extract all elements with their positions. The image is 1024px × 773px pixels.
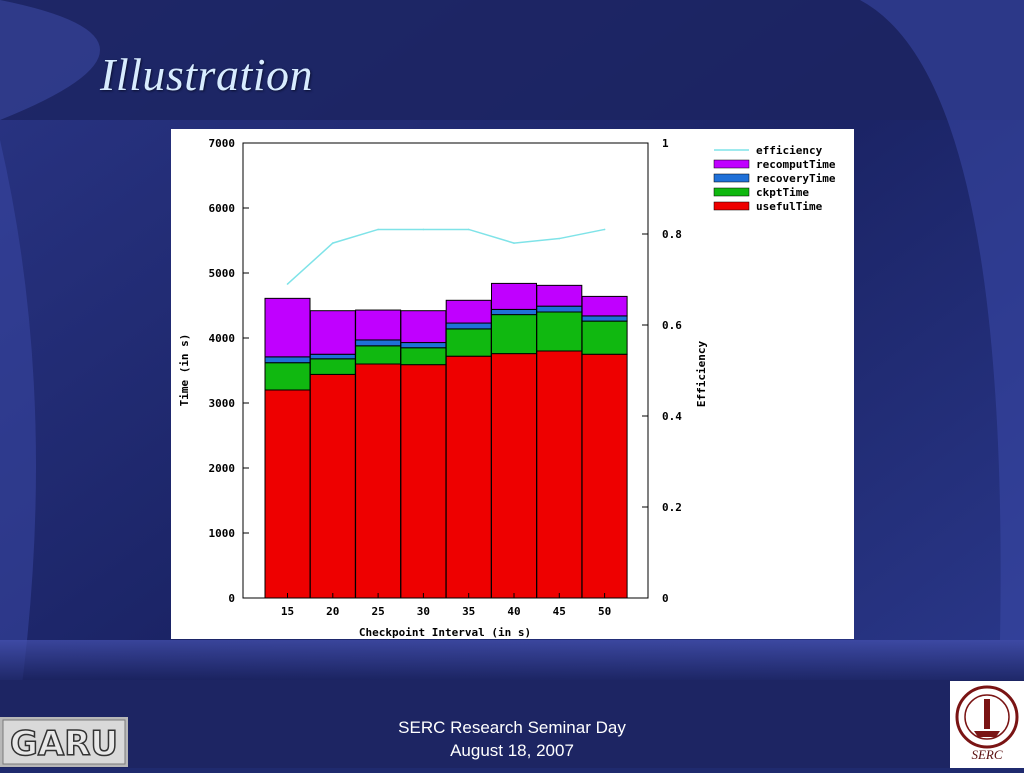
bar-ckptTime bbox=[581, 320, 628, 355]
y-tick-label: 3000 bbox=[209, 397, 236, 410]
footer: SERC Research Seminar Day August 18, 200… bbox=[312, 716, 712, 762]
x-tick-label: 40 bbox=[507, 605, 520, 618]
gari-logo-text: GARU bbox=[10, 724, 118, 764]
y2-tick-label: 0.4 bbox=[662, 410, 682, 423]
x-axis: 15 20 25 30 35 40 45 50 bbox=[281, 593, 611, 618]
y2-tick-label: 1 bbox=[662, 137, 669, 150]
y-tick-label: 7000 bbox=[209, 137, 236, 150]
x-tick-label: 45 bbox=[553, 605, 566, 618]
bar-ckptTime bbox=[400, 347, 447, 366]
efficiency-point bbox=[422, 228, 425, 231]
bar-recoveryTime bbox=[355, 339, 402, 347]
legend-swatch-recoveryTime bbox=[713, 173, 750, 183]
bar-recomputTime bbox=[536, 284, 583, 307]
bar-recoveryTime bbox=[309, 353, 356, 360]
stacked-bar-chart: 0 1000 2000 3000 4000 5000 6000 7000 0 0.2 0.4 0.6… bbox=[178, 137, 836, 639]
efficiency-point bbox=[603, 228, 606, 231]
x-tick-label: 15 bbox=[281, 605, 294, 618]
bar-recoveryTime bbox=[445, 322, 492, 330]
serc-logo: SERC bbox=[950, 681, 1024, 768]
bar-ckptTime bbox=[536, 311, 583, 352]
bars-group bbox=[264, 282, 628, 599]
legend-swatch-usefulTime bbox=[713, 201, 750, 211]
bar-usefulTime bbox=[355, 363, 402, 599]
y2-tick-label: 0.8 bbox=[662, 228, 682, 241]
bar-usefulTime bbox=[309, 373, 356, 599]
y-tick-label: 5000 bbox=[209, 267, 236, 280]
footer-line-2: August 18, 2007 bbox=[450, 741, 574, 760]
serc-logo-text: SERC bbox=[971, 747, 1003, 762]
efficiency-point bbox=[286, 283, 289, 285]
legend-label-recomputTime: recomputTime bbox=[756, 158, 836, 171]
right-axis: 0 0.2 0.4 0.6 0.8 1 bbox=[642, 137, 682, 605]
bar-recoveryTime bbox=[264, 356, 311, 364]
efficiency-point bbox=[332, 242, 334, 244]
bar-usefulTime bbox=[536, 350, 583, 599]
x-tick-label: 30 bbox=[417, 605, 430, 618]
legend-label-usefulTime: usefulTime bbox=[756, 200, 823, 213]
bar-usefulTime bbox=[400, 364, 447, 599]
bar-recoveryTime bbox=[536, 305, 583, 313]
y-tick-label: 4000 bbox=[209, 332, 236, 345]
bar-usefulTime bbox=[264, 389, 311, 599]
y-tick-label: 6000 bbox=[209, 202, 236, 215]
slide-title: Illustration bbox=[100, 49, 314, 100]
bar-recomputTime bbox=[491, 282, 537, 310]
efficiency-line-group bbox=[286, 228, 606, 285]
bar-ckptTime bbox=[264, 362, 311, 391]
bar-recoveryTime bbox=[581, 315, 628, 322]
y2-tick-label: 0.6 bbox=[662, 319, 682, 332]
x-tick-label: 50 bbox=[598, 605, 611, 618]
bar-ckptTime bbox=[309, 358, 356, 375]
bar-usefulTime bbox=[491, 353, 537, 599]
y-tick-label: 0 bbox=[228, 592, 235, 605]
bar-ckptTime bbox=[491, 314, 537, 355]
y-axis-label: Time (in s) bbox=[178, 334, 191, 407]
y2-axis-label: Efficiency bbox=[695, 341, 708, 408]
bar-recomputTime bbox=[355, 309, 402, 341]
y-tick-label: 1000 bbox=[209, 527, 236, 540]
legend-swatch-recomputTime bbox=[713, 159, 750, 169]
bar-recoveryTime bbox=[491, 308, 537, 316]
bar-ckptTime bbox=[445, 328, 492, 357]
y2-tick-label: 0.2 bbox=[662, 501, 682, 514]
x-tick-label: 35 bbox=[462, 605, 475, 618]
left-axis: 0 1000 2000 3000 4000 5000 6000 7000 bbox=[209, 137, 249, 605]
x-tick-label: 25 bbox=[371, 605, 384, 618]
efficiency-point bbox=[377, 228, 379, 231]
chart-panel: 0 1000 2000 3000 4000 5000 6000 7000 0 0.2 0.4 0.6… bbox=[171, 129, 854, 639]
bar-recomputTime bbox=[445, 299, 492, 324]
bar-usefulTime bbox=[581, 353, 628, 599]
x-tick-label: 20 bbox=[326, 605, 339, 618]
legend-swatch-ckptTime bbox=[713, 187, 750, 197]
efficiency-point bbox=[513, 242, 515, 244]
footer-line-1: SERC Research Seminar Day bbox=[398, 718, 626, 737]
bar-recomputTime bbox=[309, 310, 356, 355]
efficiency-line bbox=[286, 228, 605, 285]
x-axis-label: Checkpoint Interval (in s) bbox=[359, 626, 531, 639]
bar-recomputTime bbox=[581, 295, 628, 317]
gari-logo: GARU bbox=[0, 717, 128, 767]
legend-label-efficiency: efficiency bbox=[756, 144, 823, 157]
y2-tick-label: 0 bbox=[662, 592, 669, 605]
bar-ckptTime bbox=[355, 345, 402, 365]
y-tick-label: 2000 bbox=[209, 462, 236, 475]
efficiency-point bbox=[467, 228, 470, 231]
legend-label-recoveryTime: recoveryTime bbox=[756, 172, 836, 185]
legend: efficiencyrecomputTimerecoveryTimeckptTi… bbox=[713, 144, 836, 213]
bar-recoveryTime bbox=[400, 342, 447, 349]
efficiency-point bbox=[558, 237, 561, 240]
bar-recomputTime bbox=[264, 297, 311, 358]
bar-recomputTime bbox=[400, 310, 447, 344]
legend-label-ckptTime: ckptTime bbox=[756, 186, 809, 199]
bar-usefulTime bbox=[445, 355, 492, 599]
